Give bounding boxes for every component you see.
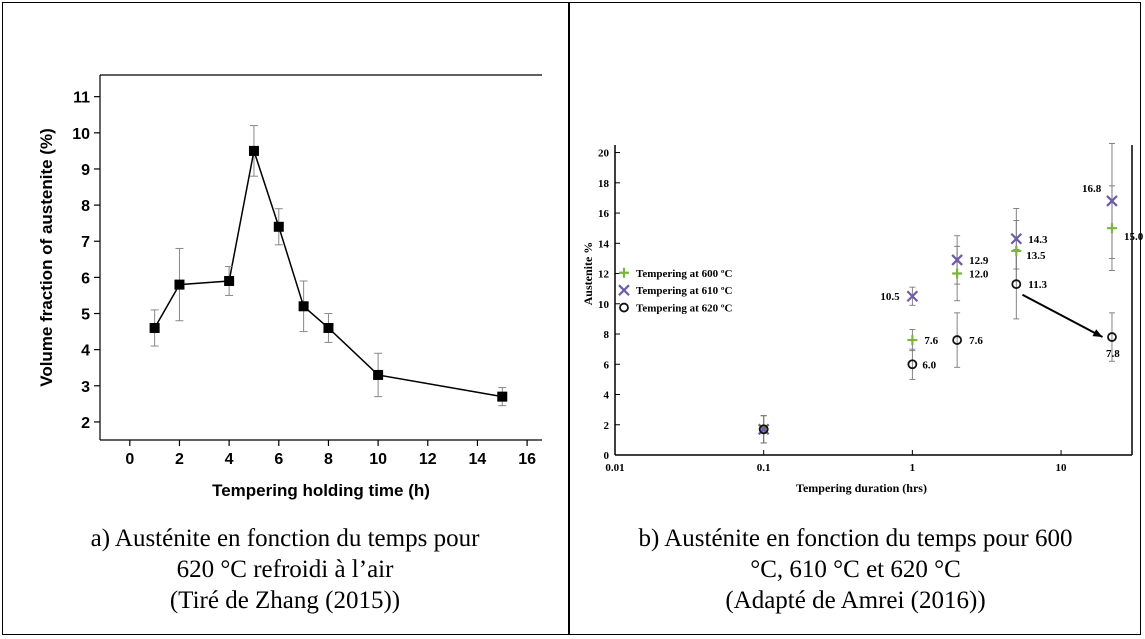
caption-a-line-3: (Tiré de Zhang (2015)) [169,587,401,614]
data-label: 6.0 [922,359,936,371]
y-tick-label: 8 [604,329,610,341]
y-tick-label: 16 [598,208,610,220]
data-point-circle [619,302,629,313]
chart-b: 0 2 4 6 8 10 12 14 16 18 20 0.01 0.1 1 10 Tempering dur… [581,143,1144,495]
data-point-plus [619,267,629,278]
x-axis-label: Tempering holding time (h) [212,481,430,500]
data-point [273,221,284,232]
data-point-cross [906,290,919,302]
y-axis-label: Volume fraction of austenite (%) [37,128,56,387]
data-point-plus [952,268,963,279]
x-tick-label: 0 [125,451,134,468]
y-tick-label: 7 [81,234,90,251]
legend-label: Tempering at 620 ºC [636,303,732,315]
data-point-circle [1107,332,1117,342]
y-axis-label: Austenite % [581,242,595,306]
y-tick-label: 2 [81,415,90,432]
data-point-plus [1011,245,1022,256]
y-tick-label: 14 [598,238,610,250]
data-point-cross [1010,232,1023,245]
data-label: 11.3 [1028,279,1047,291]
y-tick-label: 8 [81,198,90,215]
series-line [153,150,503,398]
data-point [149,322,160,333]
caption-b-line-3: (Adapté de Amrei (2016)) [725,587,986,614]
data-point [497,391,508,402]
data-point-circle [1011,279,1022,290]
caption-a: a) Austénite en fonction du temps pour 6… [2,523,568,616]
y-tick-label: 3 [81,379,90,396]
data-label: 10.5 [880,291,900,303]
y-tick-label: 12 [598,269,610,281]
data-label: 13.5 [1026,250,1046,262]
x-tick-label: 14 [469,451,487,468]
data-point-cross [618,284,630,296]
x-tick-label: 8 [324,451,333,468]
y-tick-label: 2 [604,420,610,432]
panel-divider [568,2,570,635]
data-point [298,301,309,312]
chart-a: 0 2 4 6 8 10 12 14 16 2 3 4 5 6 7 8 9 10 11 Tempering holdi… [37,74,542,500]
data-point [323,322,334,333]
caption-b: b) Austénite en fonction du temps pour 6… [570,523,1141,616]
data-label: 12.0 [969,269,989,281]
data-label: 12.9 [969,255,989,267]
y-tick-label: 6 [604,359,610,371]
y-tick-label: 6 [81,270,90,287]
data-point-circle [758,424,769,435]
data-label: 7.8 [1106,348,1120,360]
y-tick-label: 10 [598,299,610,311]
data-point [174,279,185,290]
x-tick-label: 4 [225,451,234,468]
data-label: 14.3 [1028,234,1048,246]
y-tick-label: 9 [81,162,90,179]
data-label: 16.8 [1082,183,1102,195]
caption-a-line-1: a) Austénite en fonction du temps pour [90,525,480,552]
data-label: 7.6 [924,335,938,347]
data-point-cross [951,254,963,266]
data-label: 7.6 [969,335,983,347]
x-tick-label: 2 [175,451,184,468]
data-point-plus [1106,223,1117,234]
y-tick-label: 11 [73,90,90,107]
y-tick-label: 18 [598,178,610,190]
annotation-arrow-head [1092,329,1103,338]
data-point [373,369,384,380]
x-tick-label: 16 [518,451,536,468]
annotation-arrow-line [1021,293,1103,338]
legend-label: Tempering at 610 ºC [636,285,732,297]
data-point-circle [952,335,963,345]
x-axis-label: Tempering duration (hrs) [796,481,927,495]
data-point-circle [907,359,918,370]
legend-label: Tempering at 600 ºC [636,268,732,280]
x-tick-label: 1 [910,462,916,474]
y-tick-label: 0 [604,450,610,462]
x-tick-label: 12 [419,451,437,468]
x-tick-label: 10 [1056,462,1068,474]
x-tick-label: 0.01 [605,462,624,474]
caption-b-line-2: °C, 610 °C et 620 °C [750,556,961,583]
y-tick-label: 4 [604,390,610,402]
y-tick-label: 4 [81,343,90,360]
data-point-plus [907,335,918,346]
data-point [248,145,259,156]
x-tick-label: 6 [274,451,283,468]
caption-b-line-1: b) Austénite en fonction du temps pour 6… [638,525,1073,552]
data-point-cross [1106,195,1118,207]
y-tick-label: 20 [598,148,610,160]
data-label: 15.0 [1124,231,1144,243]
x-tick-label: 10 [369,451,387,468]
y-tick-label: 10 [72,126,90,143]
data-point [224,275,235,286]
y-tick-label: 5 [81,307,90,324]
caption-a-line-2: 620 °C refroidi à l’air [176,556,394,583]
x-tick-label: 0.1 [757,462,771,474]
